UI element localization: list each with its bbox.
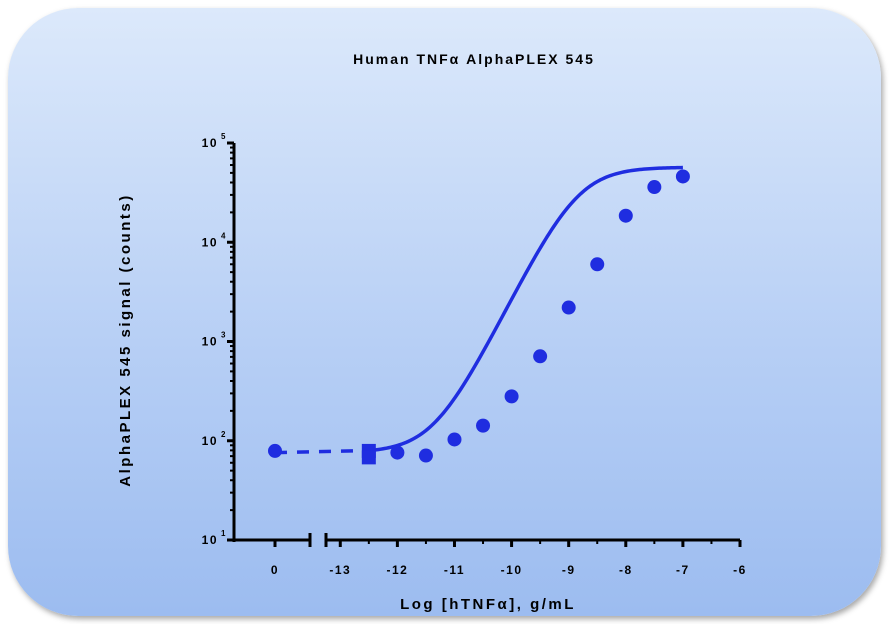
y-tick-exponent: 3 [221, 331, 226, 340]
x-tick-label: -10 [501, 563, 523, 577]
y-tick-label: 10 [202, 533, 218, 547]
y-tick-exponent: 1 [221, 529, 226, 538]
data-point [476, 419, 490, 433]
data-point [647, 180, 661, 194]
data-point [505, 389, 519, 403]
data-point [562, 301, 576, 315]
data-point [533, 349, 547, 363]
x-tick-label: 0 [271, 563, 279, 577]
axes: 10 110 210 310 410 50 -13 -12 -11 -10 -9 -8 -7 -6 [202, 132, 747, 577]
y-tick-label: 10 [202, 136, 218, 150]
data-point [590, 257, 604, 271]
x-tick-label: -9 [562, 563, 576, 577]
x-tick-label: -8 [619, 563, 633, 577]
x-tick-label: -6 [733, 563, 747, 577]
x-tick-label: -11 [444, 563, 465, 577]
data-point [419, 449, 433, 463]
chart-title: Human TNFα AlphaPLEX 545 [353, 51, 595, 67]
data-point [447, 432, 461, 446]
data-point [268, 444, 282, 458]
y-tick-label: 10 [202, 434, 218, 448]
y-axis-label: AlphaPLEX 545 signal (counts) [117, 193, 134, 486]
data-point-square [362, 450, 376, 464]
data-point [619, 209, 633, 223]
y-tick-exponent: 2 [221, 430, 226, 439]
fit-curve-line [369, 168, 683, 451]
fit-baseline-dashed [275, 451, 369, 453]
x-tick-label: -7 [676, 563, 690, 577]
data-point [390, 446, 404, 460]
x-tick-label: -12 [386, 563, 408, 577]
data-point [676, 169, 690, 183]
y-tick-exponent: 4 [221, 231, 226, 240]
x-axis-label: Log [hTNFα], g/mL [400, 596, 576, 613]
y-tick-label: 10 [202, 235, 218, 249]
y-tick-exponent: 5 [221, 132, 226, 141]
y-tick-label: 10 [202, 335, 218, 349]
data-points [268, 169, 690, 464]
x-tick-label: -13 [329, 563, 351, 577]
